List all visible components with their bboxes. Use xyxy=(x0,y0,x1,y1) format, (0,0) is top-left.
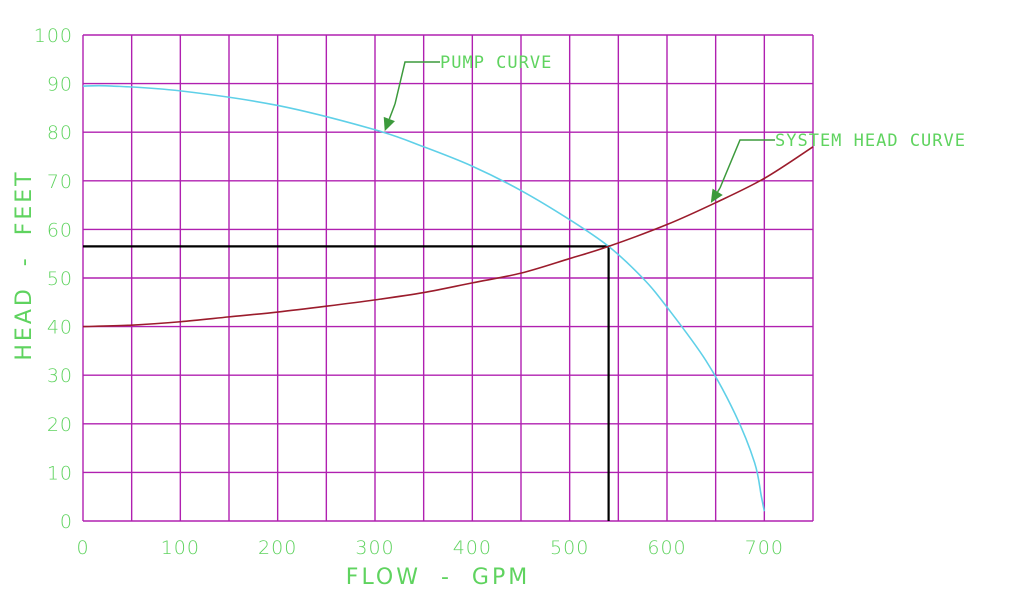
grid xyxy=(82,34,814,522)
y-tick-label: 40 xyxy=(47,317,73,339)
pump-curve-line xyxy=(82,84,766,512)
tick-labels: 0 100 200 300 400 500 600 700 0 10 20 30 40 50 60 70 80 9… xyxy=(34,25,784,559)
annotations: PUMP CURVE SYSTEM HEAD CURVE xyxy=(383,53,966,203)
x-tick-label: 200 xyxy=(258,537,297,559)
annotation-arrowhead xyxy=(383,116,395,132)
x-tick-label: 400 xyxy=(453,537,492,559)
annotation-arrow-shaft xyxy=(388,103,396,120)
x-tick-label: 600 xyxy=(647,537,686,559)
operating-point-lines xyxy=(83,245,610,521)
x-tick-label: 500 xyxy=(550,537,589,559)
annotation-arrow-shaft xyxy=(717,187,721,193)
y-tick-label: 70 xyxy=(47,171,73,193)
x-tick-label: 0 xyxy=(76,537,89,559)
system-head-curve-line xyxy=(82,146,814,328)
annotation-leader xyxy=(394,61,440,105)
y-tick-label: 50 xyxy=(47,268,73,290)
annotation-arrowhead xyxy=(710,188,723,203)
y-tick-label: 0 xyxy=(60,511,73,533)
y-tick-label: 100 xyxy=(34,25,73,47)
y-tick-label: 60 xyxy=(47,219,73,241)
y-tick-label: 30 xyxy=(47,365,73,387)
y-tick-label: 90 xyxy=(47,74,73,96)
annotation-leader xyxy=(719,139,775,189)
x-tick-label: 700 xyxy=(745,537,784,559)
x-tick-label: 100 xyxy=(161,537,200,559)
pump-curve-label: PUMP CURVE xyxy=(440,53,552,73)
system-head-curve-label: SYSTEM HEAD CURVE xyxy=(775,131,966,151)
y-tick-label: 10 xyxy=(47,462,73,484)
x-tick-label: 300 xyxy=(355,537,394,559)
y-tick-label: 80 xyxy=(47,122,73,144)
y-tick-label: 20 xyxy=(47,414,73,436)
series xyxy=(82,84,814,521)
x-axis-title: FLOW - GPM xyxy=(346,565,530,590)
y-axis-title: HEAD - FEET xyxy=(12,169,37,360)
